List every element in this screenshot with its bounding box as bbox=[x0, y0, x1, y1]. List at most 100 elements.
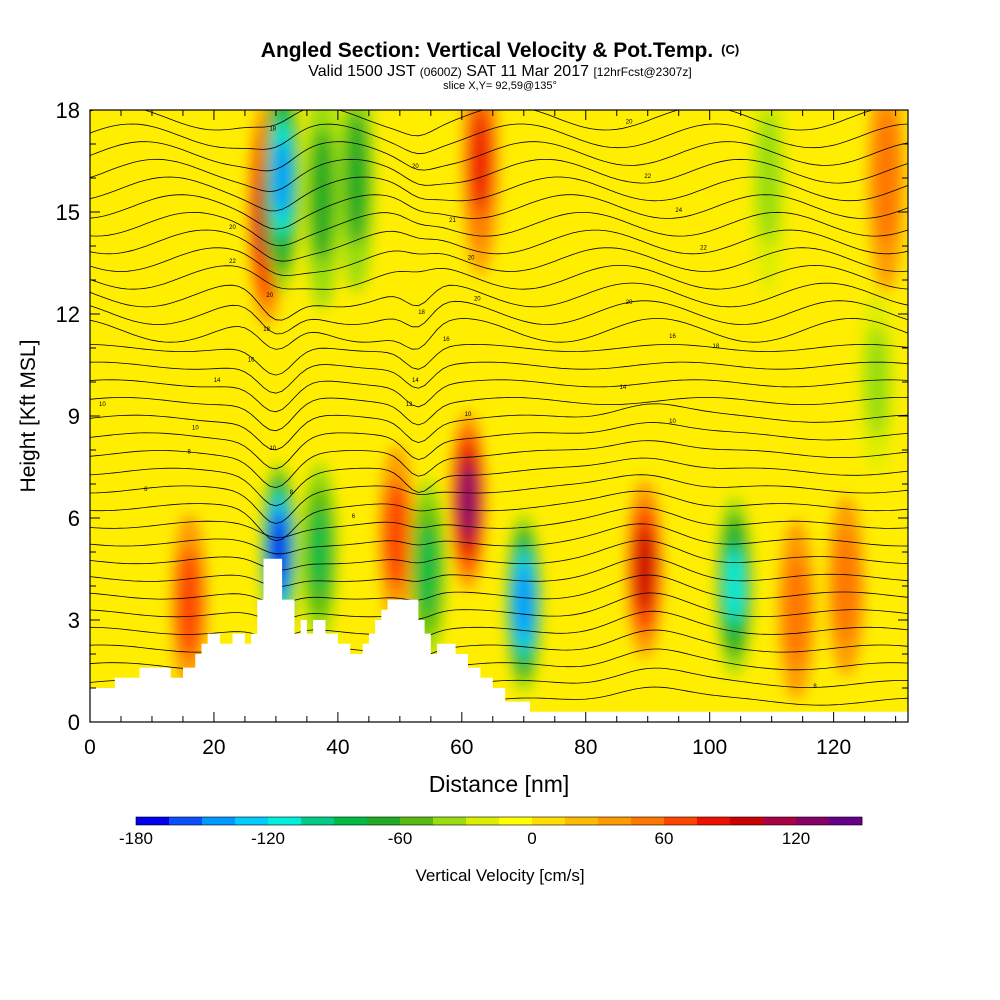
isotherm-line-22 bbox=[90, 300, 908, 335]
colorbar bbox=[135, 816, 863, 826]
isotherm-label-25: 20 bbox=[626, 300, 633, 306]
colorbar-swatch-7 bbox=[367, 817, 401, 825]
isotherm-label-20: 21 bbox=[449, 218, 456, 224]
colorbar-ticks: -180 -120 -60 0 60 120 bbox=[119, 829, 810, 848]
isotherm-label-2: 10 bbox=[192, 426, 199, 432]
isotherm-label-4: 14 bbox=[214, 378, 221, 384]
colorbar-swatch-16 bbox=[664, 817, 698, 825]
colorbar-tick--120: -120 bbox=[251, 829, 285, 848]
y-tick-label-0: 0 bbox=[68, 710, 80, 735]
y-tick-label-15: 15 bbox=[56, 200, 80, 225]
isotherm-label-24: 16 bbox=[669, 334, 676, 340]
colorbar-swatch-14 bbox=[598, 817, 632, 825]
isotherm-line-10 bbox=[90, 506, 908, 538]
x-tick-label-100: 100 bbox=[692, 736, 727, 759]
colorbar-swatch-9 bbox=[433, 817, 467, 825]
isotherm-line-15 bbox=[90, 422, 908, 470]
colorbar-tick-60: 60 bbox=[655, 829, 674, 848]
velocity-core-1-level-3 bbox=[459, 463, 478, 539]
isotherm-line-26 bbox=[90, 229, 908, 262]
y-axis-label: Height [Kft MSL] bbox=[17, 340, 40, 493]
isotherm-label-7: 20 bbox=[266, 293, 273, 299]
velocity-core-6-level-1 bbox=[784, 554, 809, 665]
colorbar-swatch-11 bbox=[499, 817, 533, 825]
isotherm-label-29: 20 bbox=[626, 120, 633, 126]
x-tick-label-80: 80 bbox=[574, 736, 597, 759]
colorbar-swatch-15 bbox=[631, 817, 665, 825]
isotherm-line-33 bbox=[90, 110, 875, 137]
isotherm-label-12: 8 bbox=[290, 490, 294, 496]
y-axis: 0 3 6 9 12 15 18 bbox=[56, 98, 908, 735]
colorbar-tick-0: 0 bbox=[527, 829, 536, 848]
isotherm-line-12 bbox=[90, 474, 908, 524]
isotherm-line-6 bbox=[90, 574, 908, 604]
isotherm-line-17 bbox=[90, 397, 908, 432]
x-tick-label-0: 0 bbox=[84, 736, 96, 759]
colorbar-swatch-2 bbox=[202, 817, 236, 825]
velocity-core-4-level-1 bbox=[177, 548, 202, 658]
velocity-core-12-level-3 bbox=[725, 548, 744, 624]
x-axis: 0 20 40 60 80 100 120 bbox=[84, 110, 897, 759]
x-tick-label-20: 20 bbox=[202, 736, 225, 759]
colorbar-swatch-3 bbox=[235, 817, 269, 825]
isotherm-label-8: 22 bbox=[229, 259, 236, 265]
chart-title-tag: (C) bbox=[721, 42, 739, 57]
isotherm-label-14: 12 bbox=[406, 402, 413, 408]
isotherm-label-18: 20 bbox=[474, 296, 481, 302]
isotherm-label-17: 18 bbox=[418, 310, 425, 316]
colorbar-tick--180: -180 bbox=[119, 829, 153, 848]
isotherm-label-22: 10 bbox=[465, 412, 472, 418]
isotherm-label-9: 20 bbox=[229, 225, 236, 231]
isotherm-line-5 bbox=[90, 592, 908, 621]
isotherm-label-30: 18 bbox=[713, 344, 720, 350]
colorbar-label: Vertical Velocity [cm/s] bbox=[415, 866, 584, 885]
isotherm-label-16: 16 bbox=[443, 337, 450, 343]
velocity-core-17-level-1 bbox=[756, 110, 781, 246]
isotherm-label-21: 20 bbox=[412, 164, 419, 170]
colorbar-tick--60: -60 bbox=[388, 829, 413, 848]
velocity-core-7-level-1 bbox=[834, 531, 859, 641]
isotherm-line-32 bbox=[90, 123, 908, 155]
colorbar-swatch-21 bbox=[829, 817, 863, 825]
isotherm-label-28: 22 bbox=[644, 174, 651, 180]
y-tick-label-18: 18 bbox=[56, 98, 80, 123]
isotherm-line-27 bbox=[90, 211, 908, 247]
velocity-core-2-level-2 bbox=[634, 525, 655, 613]
colorbar-tick-120: 120 bbox=[782, 829, 810, 848]
isotherm-label-3: 10 bbox=[99, 402, 106, 408]
isotherm-label-31: 10 bbox=[669, 419, 676, 425]
isotherm-line-29 bbox=[90, 176, 908, 212]
x-tick-label-40: 40 bbox=[326, 736, 349, 759]
velocity-core-11-level-4 bbox=[515, 569, 533, 637]
isotherm-line-21 bbox=[90, 317, 908, 350]
isotherm-labels: 6 8 10 10 14 16 18 20 22 20 18 6 8 10 12 14 16 18 20 20 21 20… bbox=[99, 120, 817, 690]
colorbar-swatch-1 bbox=[169, 817, 203, 825]
y-tick-label-12: 12 bbox=[56, 302, 80, 327]
chart-title: Angled Section: Vertical Velocity & Pot.… bbox=[261, 39, 739, 62]
isotherm-line-13 bbox=[90, 457, 908, 507]
isotherm-line-19 bbox=[90, 361, 908, 394]
velocity-core-16-level-1 bbox=[344, 110, 369, 246]
colorbar-swatch-20 bbox=[796, 817, 830, 825]
isotherm-label-27: 24 bbox=[675, 208, 682, 214]
isotherm-line-31 bbox=[90, 141, 908, 172]
colorbar-swatch-0 bbox=[136, 817, 170, 825]
velocity-core-5-level-2 bbox=[470, 110, 491, 213]
isotherm-label-1: 8 bbox=[187, 449, 191, 455]
isotherm-label-15: 14 bbox=[412, 378, 419, 384]
colorbar-swatch-10 bbox=[466, 817, 500, 825]
colorbar-swatch-13 bbox=[565, 817, 599, 825]
terrain-mask bbox=[90, 558, 908, 722]
velocity-core-18-level-1 bbox=[865, 327, 890, 437]
isotherm-line-24 bbox=[90, 264, 908, 290]
velocity-core-10-level-4 bbox=[273, 139, 291, 217]
plot-area: 6 8 10 10 14 16 18 20 22 20 18 6 8 10 12 14 16 18 20 20 21 20… bbox=[90, 110, 908, 722]
isotherm-line-25 bbox=[90, 247, 908, 276]
colorbar-swatch-8 bbox=[400, 817, 434, 825]
x-axis-label: Distance [nm] bbox=[429, 771, 570, 797]
isotherm-label-0: 6 bbox=[144, 487, 148, 493]
y-tick-label-6: 6 bbox=[68, 506, 80, 531]
velocity-core-3-level-1 bbox=[384, 480, 409, 590]
isotherm-label-23: 14 bbox=[620, 385, 627, 391]
colorbar-swatch-6 bbox=[334, 817, 368, 825]
